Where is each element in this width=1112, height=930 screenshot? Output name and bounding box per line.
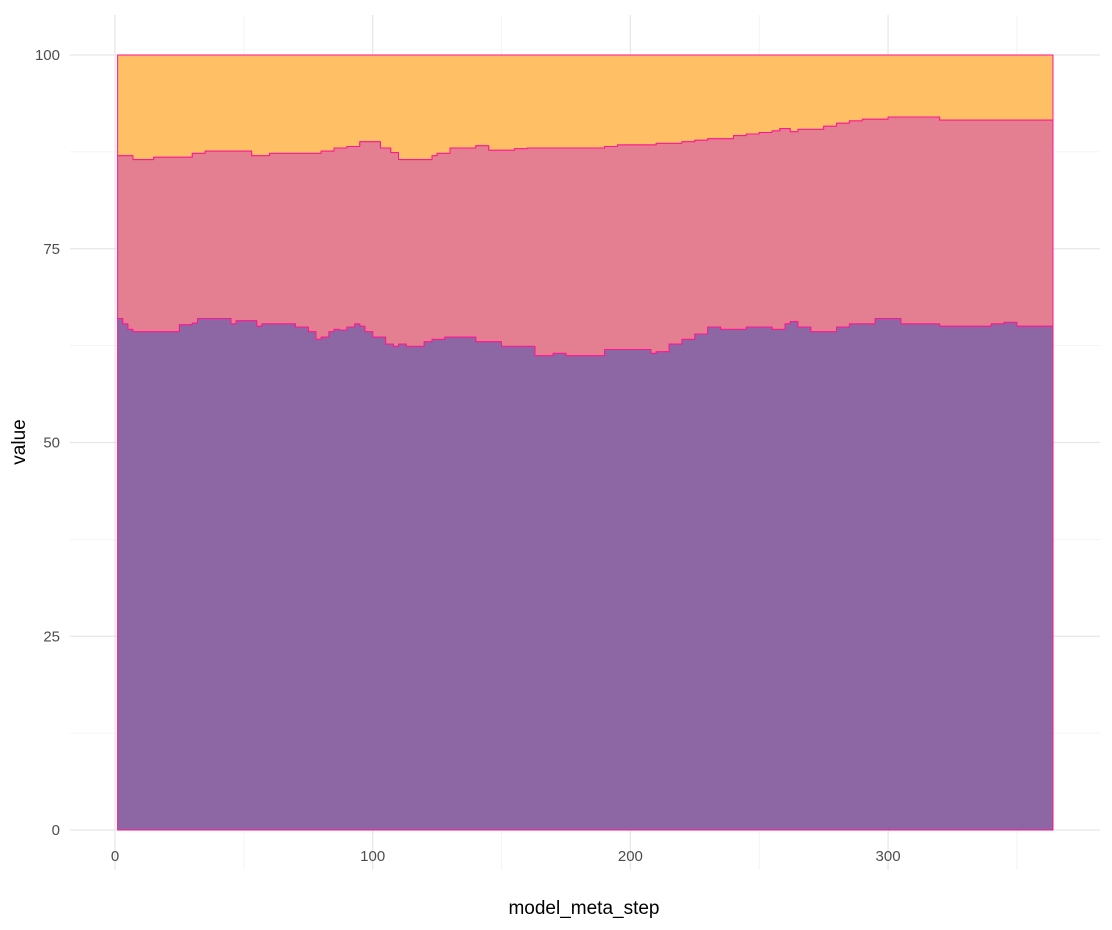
area-series-1: [117, 318, 1054, 831]
y-tick-label: 25: [43, 628, 60, 645]
y-tick-label: 100: [35, 47, 60, 64]
y-tick-label: 75: [43, 241, 60, 258]
y-tick-label: 0: [52, 822, 60, 839]
x-tick-label: 300: [876, 848, 901, 865]
y-axis-title: value: [9, 419, 30, 464]
y-tick-label: 50: [43, 435, 60, 452]
plot-areas: [117, 54, 1054, 831]
x-axis-title: model_meta_step: [508, 898, 659, 919]
tick-labels: 0 100 200 300 0 25 50 75 100: [35, 47, 901, 865]
x-tick-label: 0: [111, 848, 119, 865]
x-tick-label: 200: [618, 848, 643, 865]
x-tick-label: 100: [360, 848, 385, 865]
